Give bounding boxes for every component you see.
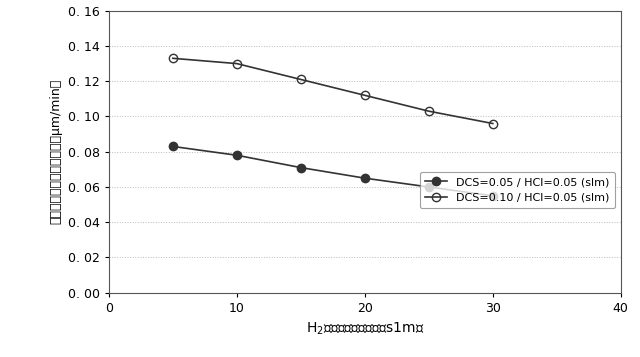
DCS=0.10 / HCl=0.05 (slm): [489, 121, 497, 126]
DCS=0.10 / HCl=0.05 (slm): [361, 93, 369, 97]
DCS=0.10 / HCl=0.05 (slm): [425, 109, 433, 113]
DCS=0.10 / HCl=0.05 (slm): [233, 61, 241, 66]
DCS=0.10 / HCl=0.05 (slm): [169, 56, 177, 60]
DCS=0.05 / HCl=0.05 (slm): [489, 193, 497, 198]
Legend: DCS=0.05 / HCl=0.05 (slm), DCS=0.10 / HCl=0.05 (slm): DCS=0.05 / HCl=0.05 (slm), DCS=0.10 / HC…: [420, 172, 615, 208]
DCS=0.05 / HCl=0.05 (slm): [425, 185, 433, 189]
X-axis label: H$_2$キャリアガス流量（s1m）: H$_2$キャリアガス流量（s1m）: [305, 320, 424, 337]
DCS=0.05 / HCl=0.05 (slm): [361, 176, 369, 180]
Line: DCS=0.10 / HCl=0.05 (slm): DCS=0.10 / HCl=0.05 (slm): [168, 54, 497, 128]
DCS=0.05 / HCl=0.05 (slm): [233, 153, 241, 157]
Line: DCS=0.05 / HCl=0.05 (slm): DCS=0.05 / HCl=0.05 (slm): [168, 142, 497, 200]
DCS=0.10 / HCl=0.05 (slm): [297, 77, 305, 82]
Y-axis label: エピタキシャル成長速度（μm/min）: エピタキシャル成長速度（μm/min）: [49, 79, 62, 224]
DCS=0.05 / HCl=0.05 (slm): [169, 144, 177, 149]
DCS=0.05 / HCl=0.05 (slm): [297, 165, 305, 170]
